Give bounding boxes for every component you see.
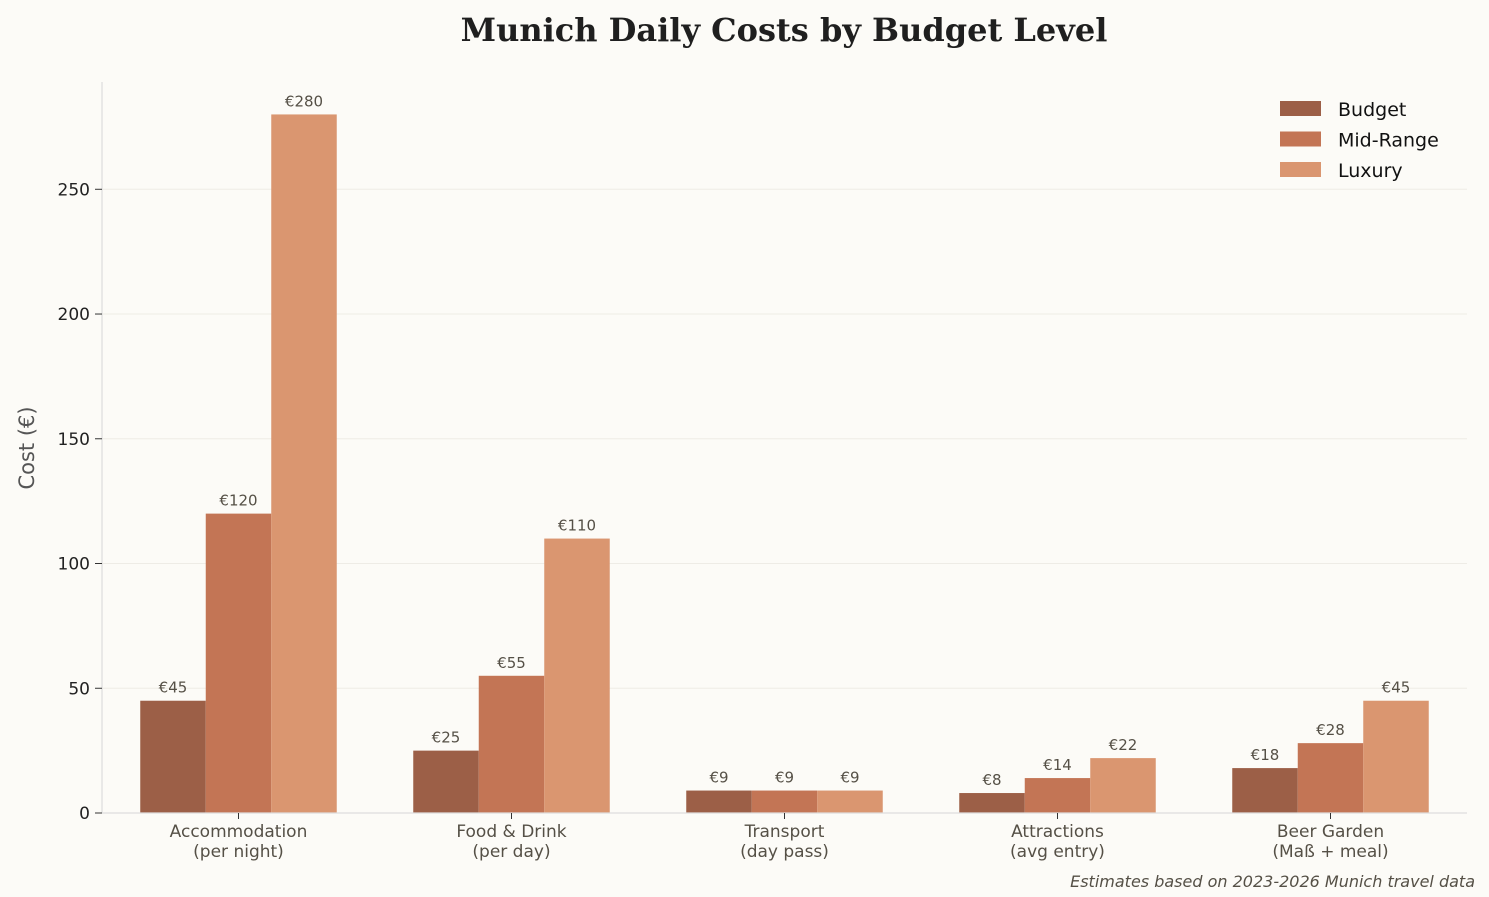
data-label: €9: [709, 769, 728, 787]
bar-mid-range: [1024, 778, 1091, 813]
data-label: €45: [159, 679, 188, 697]
data-label: €18: [1251, 746, 1280, 764]
bar-luxury: [271, 114, 337, 813]
bars: €45 €120 €280 €25 €55 €110 €9 €9 €9 €8 €14 €22 €18 €2…: [140, 92, 1429, 813]
bar-budget: [413, 750, 479, 813]
bar-luxury: [1090, 758, 1156, 813]
data-label: €28: [1316, 721, 1345, 739]
x-tick-label: (per day): [472, 842, 550, 862]
y-tick-label: 150: [58, 430, 90, 450]
x-tick-label: Accommodation: [170, 822, 308, 842]
legend-swatch: [1280, 162, 1321, 177]
x-tick-label: Attractions: [1011, 822, 1104, 842]
data-label: €9: [840, 769, 859, 787]
y-ticks: 0 50 100 150 200 250: [58, 180, 102, 824]
footnote: Estimates based on 2023-2026 Munich trav…: [1070, 872, 1475, 891]
y-tick-label: 200: [58, 305, 90, 325]
data-label: €110: [558, 517, 596, 535]
data-label: €14: [1043, 756, 1072, 774]
data-label: €280: [285, 92, 323, 110]
bar-budget: [686, 790, 752, 813]
bar-budget: [959, 793, 1025, 813]
x-tick-label: (day pass): [740, 842, 829, 862]
chart-title: Munich Daily Costs by Budget Level: [461, 11, 1108, 49]
data-label: €22: [1109, 736, 1138, 754]
y-tick-label: 250: [58, 180, 90, 200]
legend-swatch: [1280, 101, 1321, 116]
data-label: €25: [432, 729, 461, 747]
x-tick-label: (per night): [193, 842, 284, 862]
bar-mid-range: [205, 513, 272, 813]
y-tick-label: 50: [68, 679, 90, 699]
x-tick-label: (Maß + meal): [1272, 842, 1388, 862]
bar-mid-range: [478, 675, 545, 813]
legend-label: Luxury: [1338, 160, 1403, 182]
bar-luxury: [544, 538, 610, 813]
y-tick-label: 0: [79, 804, 90, 824]
bar-budget: [140, 700, 206, 813]
x-tick-label: (avg entry): [1010, 842, 1105, 862]
x-tick-label: Transport: [744, 822, 825, 842]
bar-mid-range: [1297, 743, 1364, 813]
legend-label: Budget: [1338, 99, 1406, 121]
data-label: €55: [497, 654, 526, 672]
data-label: €120: [219, 492, 257, 510]
bar-mid-range: [751, 790, 818, 813]
x-tick-label: Food & Drink: [456, 822, 566, 842]
legend: Budget Mid-Range Luxury: [1280, 99, 1439, 182]
data-label: €9: [775, 769, 794, 787]
y-axis-label: Cost (€): [15, 406, 39, 489]
data-label: €8: [982, 771, 1001, 789]
x-ticks: Accommodation(per night) Food & Drink(per…: [170, 813, 1389, 862]
legend-label: Mid-Range: [1338, 130, 1439, 152]
y-tick-label: 100: [58, 555, 90, 575]
bar-budget: [1232, 768, 1298, 813]
bar-luxury: [1363, 700, 1429, 813]
bar-luxury: [817, 790, 883, 813]
legend-swatch: [1280, 131, 1321, 147]
data-label: €45: [1382, 679, 1411, 697]
x-tick-label: Beer Garden: [1277, 822, 1384, 842]
